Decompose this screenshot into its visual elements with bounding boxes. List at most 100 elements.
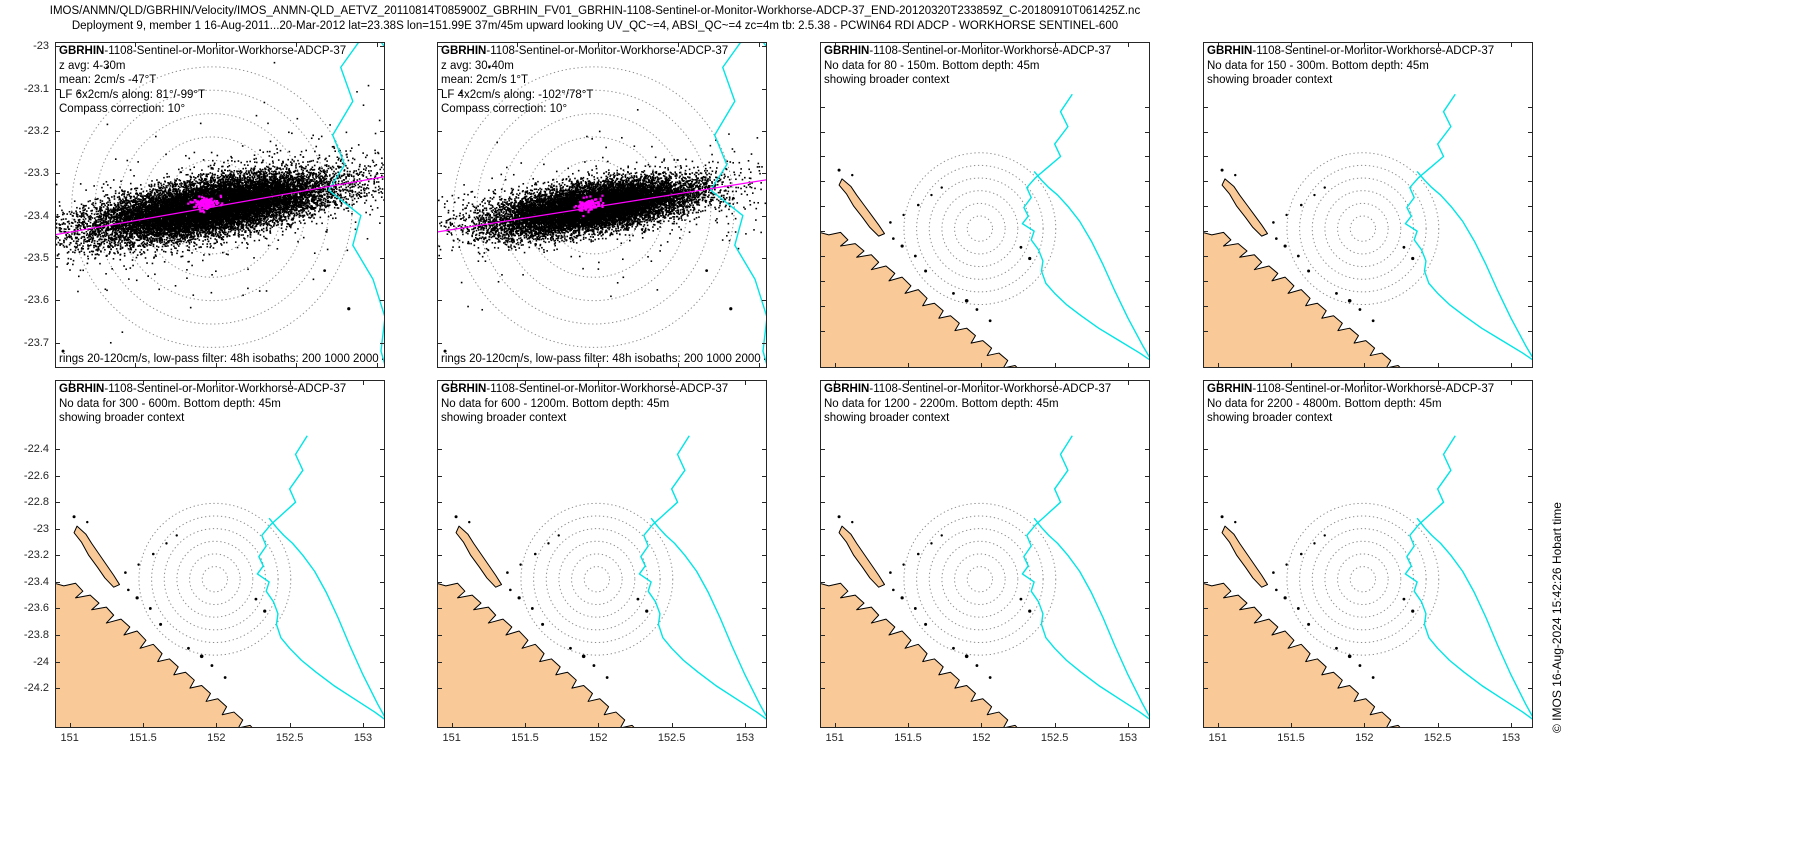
subplot-map-context-1200-2200m-canvas (820, 380, 1150, 728)
subplot-title: GBRHIN-1108-Sentinel-or-Monitor-Workhors… (59, 382, 346, 397)
x-tick-label: 152.5 (1040, 732, 1069, 744)
figure-title-filename: IMOS/ANMN/QLD/GBRHIN/Velocity/IMOS_ANMN-… (49, 5, 1141, 17)
subplot-title-prefix: GBRHIN (59, 45, 105, 57)
subplot-map-context-80-150m: GBRHIN-1108-Sentinel-or-Monitor-Workhors… (820, 42, 1150, 368)
y-tick-label: -23.4 (23, 209, 49, 222)
y-tick-label: -24 (33, 655, 49, 668)
y-tick-label: -22.8 (23, 496, 49, 509)
subplot-title-prefix: GBRHIN (59, 383, 105, 395)
subplot-annotation-line: LF 4x2cm/s along: -102°/78°T (441, 88, 594, 101)
x-tick-label: 151 (60, 732, 79, 744)
subplot-footer-note: rings 20-120cm/s, low-pass filter: 48h i… (441, 353, 765, 365)
subplot-title-text: -1108-Sentinel-or-Monitor-Workhorse-ADCP… (1252, 383, 1495, 395)
subplot-title-text: -1108-Sentinel-or-Monitor-Workhorse-ADCP… (486, 383, 729, 395)
subplot-annotations: GBRHIN-1108-Sentinel-or-Monitor-Workhors… (441, 382, 728, 426)
y-tick-label: -23.2 (23, 124, 49, 137)
subplot-title-text: -1108-Sentinel-or-Monitor-Workhorse-ADCP… (104, 383, 347, 395)
subplot-uv-scatter-4-30m-canvas (55, 42, 385, 368)
y-tick-label: -23.5 (23, 251, 49, 264)
subplot-annotation-line: No data for 80 - 150m. Bottom depth: 45m (824, 59, 1040, 72)
x-tick-label: 151.5 (511, 732, 539, 744)
subplot-annotation-line: Compass correction: 10° (441, 103, 568, 115)
y-tick-label: -24.2 (23, 682, 49, 695)
subplot-map-context-2200-4800m-canvas (1203, 380, 1533, 728)
y-tick-label: -23.4 (23, 575, 49, 588)
subplot-map-context-300-600m-canvas (55, 380, 385, 728)
subplot-map-context-1200-2200m: GBRHIN-1108-Sentinel-or-Monitor-Workhors… (820, 380, 1150, 728)
subplot-annotation-line: showing broader context (441, 412, 567, 424)
x-tick-label: 151.5 (129, 732, 157, 744)
subplot-title: GBRHIN-1108-Sentinel-or-Monitor-Workhors… (1207, 44, 1494, 59)
subplot-map-context-600-1200m-canvas (437, 380, 767, 728)
y-tick-label: -23 (33, 522, 49, 535)
x-tick-label: 151 (442, 732, 461, 744)
x-tick-label: 153 (735, 732, 755, 744)
x-tick-label: 153 (1118, 732, 1138, 744)
y-tick-label: -23.2 (23, 549, 49, 562)
subplot-annotation-line: z avg: 30-40m (441, 59, 514, 72)
subplot-annotation-line: No data for 150 - 300m. Bottom depth: 45… (1207, 59, 1429, 72)
subplot-map-context-600-1200m: GBRHIN-1108-Sentinel-or-Monitor-Workhors… (437, 380, 767, 728)
subplot-annotations: GBRHIN-1108-Sentinel-or-Monitor-Workhors… (824, 44, 1111, 88)
y-tick-label: -23.8 (23, 629, 49, 642)
y-tick-label: -23.1 (23, 82, 49, 95)
subplot-title-prefix: GBRHIN (824, 45, 870, 57)
subplot-annotation-line: Compass correction: 10° (59, 103, 186, 115)
subplot-annotation-line: showing broader context (824, 74, 950, 86)
x-tick-label: 153 (353, 732, 373, 744)
subplot-map-context-150-300m-canvas (1203, 42, 1533, 368)
subplot-title: GBRHIN-1108-Sentinel-or-Monitor-Workhors… (1207, 382, 1494, 397)
subplot-annotation-line: showing broader context (1207, 412, 1333, 424)
subplot-title: GBRHIN-1108-Sentinel-or-Monitor-Workhors… (441, 44, 728, 59)
y-tick-label: -23.7 (23, 336, 49, 349)
y-tick-label: -23 (33, 40, 49, 53)
x-tick-label: 151 (1208, 732, 1227, 744)
x-tick-label: 151.5 (894, 732, 922, 744)
subplot-map-context-2200-4800m: GBRHIN-1108-Sentinel-or-Monitor-Workhors… (1203, 380, 1533, 728)
subplot-title: GBRHIN-1108-Sentinel-or-Monitor-Workhors… (59, 44, 346, 59)
subplot-annotations: GBRHIN-1108-Sentinel-or-Monitor-Workhors… (441, 44, 728, 117)
y-tick-label: -23.6 (23, 602, 49, 615)
x-tick-label: 151 (825, 732, 844, 744)
figure-subtitle-deployment-info: Deployment 9, member 1 16-Aug-2011...20-… (71, 20, 1119, 32)
subplot-annotations: GBRHIN-1108-Sentinel-or-Monitor-Workhors… (1207, 382, 1494, 426)
subplot-annotations: GBRHIN-1108-Sentinel-or-Monitor-Workhors… (824, 382, 1111, 426)
x-tick-label: 152.5 (1423, 732, 1452, 744)
x-tick-label: 152.5 (275, 732, 304, 744)
subplot-title-text: -1108-Sentinel-or-Monitor-Workhorse-ADCP… (869, 45, 1112, 57)
subplot-uv-scatter-30-40m: GBRHIN-1108-Sentinel-or-Monitor-Workhors… (437, 42, 767, 368)
subplot-title-text: -1108-Sentinel-or-Monitor-Workhorse-ADCP… (104, 45, 347, 57)
subplot-annotation-line: mean: 2cm/s -47°T (59, 74, 157, 86)
subplot-uv-scatter-4-30m: GBRHIN-1108-Sentinel-or-Monitor-Workhors… (55, 42, 385, 368)
y-tick-label: -23.6 (23, 294, 49, 307)
subplot-annotation-line: mean: 2cm/s 1°T (441, 74, 529, 86)
x-tick-label: 153 (1501, 732, 1521, 744)
subplot-map-context-150-300m: GBRHIN-1108-Sentinel-or-Monitor-Workhors… (1203, 42, 1533, 368)
subplot-annotation-line: LF 6x2cm/s along: 81°/-99°T (59, 88, 205, 101)
subplot-title-text: -1108-Sentinel-or-Monitor-Workhorse-ADCP… (1252, 45, 1495, 57)
subplot-title-prefix: GBRHIN (824, 383, 870, 395)
subplot-map-context-80-150m-canvas (820, 42, 1150, 368)
figure-header: IMOS/ANMN/QLD/GBRHIN/Velocity/IMOS_ANMN-… (0, 4, 1190, 34)
x-tick-label: 152 (972, 732, 991, 744)
x-tick-label: 152 (1355, 732, 1374, 744)
subplot-annotations: GBRHIN-1108-Sentinel-or-Monitor-Workhors… (59, 382, 346, 426)
subplot-footer-note: rings 20-120cm/s, low-pass filter: 48h i… (59, 353, 383, 365)
subplot-annotations: GBRHIN-1108-Sentinel-or-Monitor-Workhors… (59, 44, 346, 117)
subplot-annotation-line: showing broader context (59, 412, 185, 424)
subplot-uv-scatter-30-40m-canvas (437, 42, 767, 368)
subplot-annotation-line: No data for 600 - 1200m. Bottom depth: 4… (441, 397, 670, 410)
subplot-map-context-300-600m: GBRHIN-1108-Sentinel-or-Monitor-Workhors… (55, 380, 385, 728)
subplot-annotation-line: No data for 300 - 600m. Bottom depth: 45… (59, 397, 281, 410)
y-tick-label: -22.6 (23, 469, 49, 482)
y-tick-label: -23.3 (23, 167, 49, 180)
subplot-title-prefix: GBRHIN (441, 383, 487, 395)
subplot-title-prefix: GBRHIN (1207, 45, 1253, 57)
subplot-annotation-line: showing broader context (1207, 74, 1333, 86)
subplot-title: GBRHIN-1108-Sentinel-or-Monitor-Workhors… (441, 382, 728, 397)
subplot-annotation-line: No data for 2200 - 4800m. Bottom depth: … (1207, 397, 1442, 410)
subplot-annotation-line: z avg: 4-30m (59, 59, 126, 72)
subplot-annotation-line: No data for 1200 - 2200m. Bottom depth: … (824, 397, 1059, 410)
subplot-title: GBRHIN-1108-Sentinel-or-Monitor-Workhors… (824, 382, 1111, 397)
